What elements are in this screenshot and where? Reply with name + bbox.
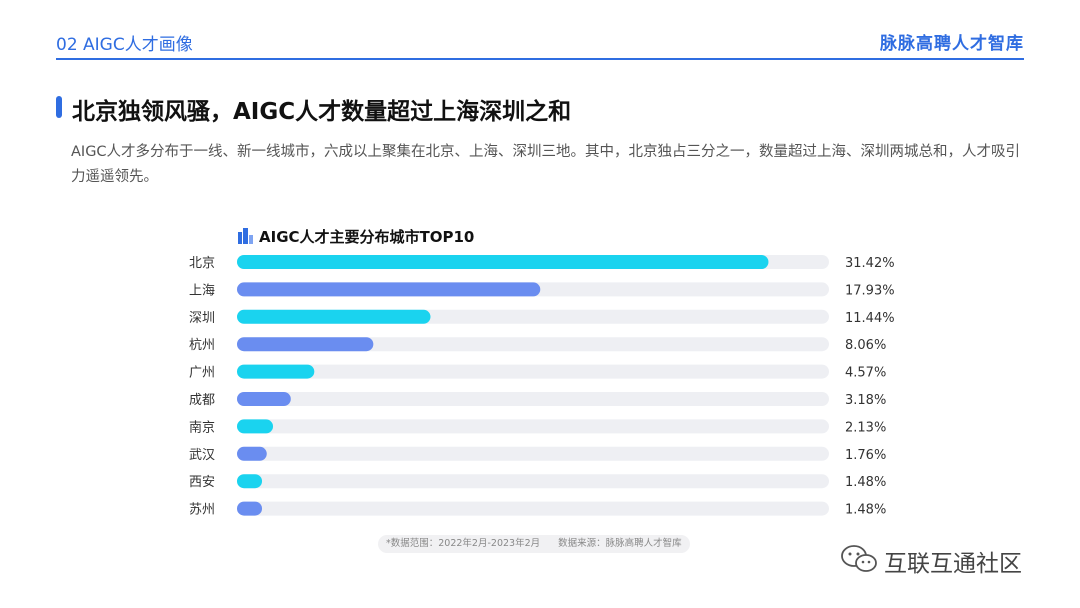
- bar: [237, 255, 769, 269]
- value-label: 3.18%: [845, 393, 886, 408]
- bar-track: [237, 474, 829, 489]
- bar: [237, 392, 291, 406]
- footnote-range: *数据范围：2022年2月-2023年2月: [386, 538, 541, 549]
- bar-track: [237, 419, 829, 434]
- category-label: 西安: [189, 475, 215, 490]
- bar: [237, 309, 431, 324]
- category-label: 深圳: [189, 311, 215, 326]
- value-label: 1.76%: [845, 448, 886, 463]
- category-label: 南京: [189, 419, 215, 435]
- headline-marker: [56, 96, 62, 118]
- value-label: 8.06%: [845, 338, 886, 353]
- headline: 北京独领风骚，AIGC人才数量超过上海深圳之和: [72, 99, 572, 125]
- wechat-icon: [841, 545, 877, 572]
- chart-title: AIGC人才主要分布城市TOP10: [259, 228, 475, 246]
- brand-label: 脉脉高聘人才智库: [880, 34, 1024, 54]
- building-icon: [238, 228, 253, 244]
- bar: [237, 501, 263, 516]
- category-label: 北京: [189, 256, 215, 271]
- value-label: 1.48%: [845, 475, 886, 490]
- bar-track: [237, 364, 829, 379]
- bar-track: [237, 446, 829, 461]
- category-label: 成都: [189, 393, 215, 408]
- section-label: 02 AIGC人才画像: [56, 35, 193, 55]
- watermark: 互联互通社区: [840, 542, 1060, 577]
- category-label: 杭州: [189, 338, 215, 353]
- category-label: 苏州: [189, 502, 215, 518]
- value-label: 11.44%: [845, 311, 895, 326]
- category-label: 上海: [189, 283, 215, 298]
- bar: [237, 419, 274, 434]
- value-label: 17.93%: [845, 283, 895, 298]
- bar-track: [237, 501, 829, 516]
- category-label: 武汉: [189, 448, 215, 463]
- bar: [237, 337, 374, 352]
- bar-track: [237, 392, 829, 406]
- bar: [237, 446, 267, 461]
- watermark-text: 互联互通社区: [884, 551, 1022, 577]
- category-label: 广州: [189, 366, 215, 381]
- headline-row: 北京独领风骚，AIGC人才数量超过上海深圳之和: [56, 92, 956, 125]
- footnote-source: 数据来源：脉脉高聘人才智库: [558, 538, 682, 549]
- value-label: 31.42%: [845, 256, 895, 271]
- value-label: 4.57%: [845, 366, 886, 381]
- bar: [237, 282, 541, 297]
- value-label: 2.13%: [845, 420, 886, 435]
- bar: [237, 364, 315, 379]
- bar: [237, 474, 263, 489]
- page-header: 02 AIGC人才画像 脉脉高聘人才智库: [56, 28, 1024, 60]
- bar-track: [237, 337, 829, 352]
- footnote: *数据范围：2022年2月-2023年2月 数据来源：脉脉高聘人才智库: [378, 535, 690, 553]
- value-label: 1.48%: [845, 503, 886, 518]
- description: AIGC人才多分布于一线、新一线城市，六成以上聚集在北京、上海、深圳三地。其中，…: [71, 144, 1021, 185]
